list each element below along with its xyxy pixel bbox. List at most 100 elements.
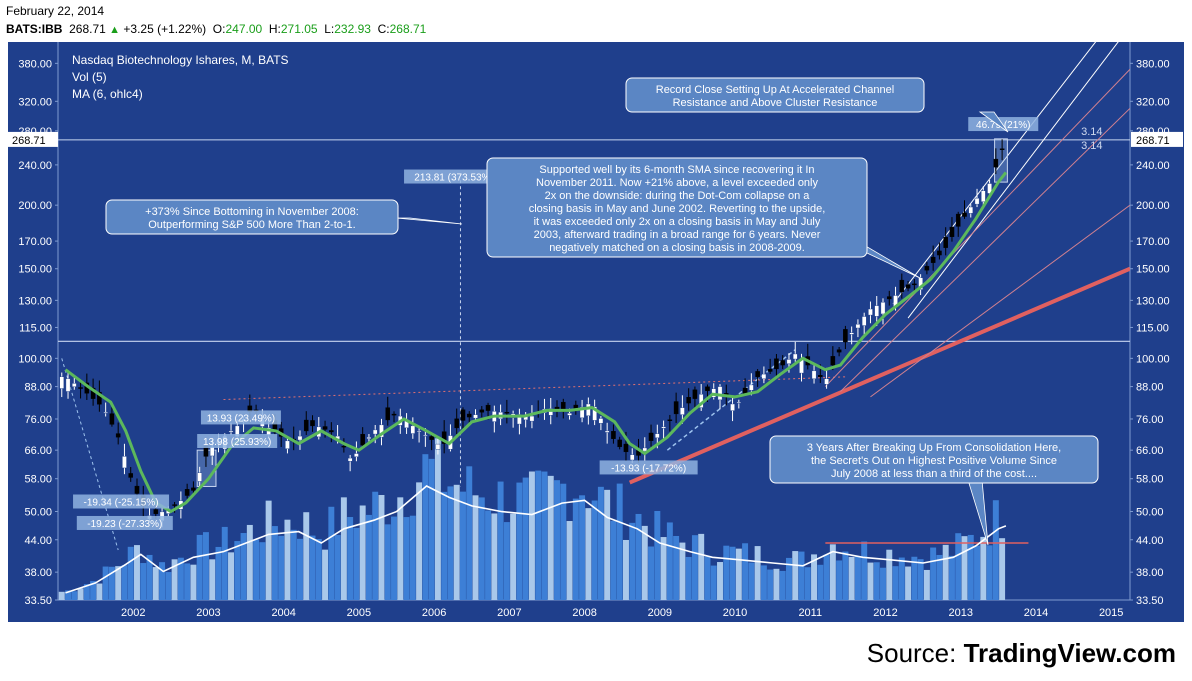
last-price-tag-left: [8, 131, 58, 147]
volume-bar: [760, 565, 767, 600]
volume-bar: [365, 514, 372, 600]
volume-bar: [804, 567, 811, 600]
y-tick-label-left: 240.00: [18, 160, 52, 172]
candle-down: [310, 420, 315, 427]
volume-bar: [190, 564, 197, 600]
x-tick-label: 2010: [723, 607, 747, 619]
volume-bar: [648, 546, 655, 600]
candle-up: [868, 308, 873, 316]
open-value: 247.00: [225, 22, 263, 36]
channel-upper-2: [907, 42, 1119, 319]
drawing-overlays: [58, 42, 1130, 551]
candle-up: [586, 403, 591, 416]
candle-down: [97, 391, 102, 405]
volume-bar: [585, 508, 592, 600]
measure-label: 13.93 (23.49%): [207, 413, 275, 424]
y-tick-label-right: 33.50: [1136, 595, 1164, 607]
volume-bar: [240, 533, 247, 600]
candle-up: [122, 456, 127, 469]
candle-down: [303, 419, 309, 432]
volume-bar: [340, 497, 347, 600]
candle-down: [391, 413, 397, 416]
candle-down: [479, 409, 485, 413]
y-tick-label-right: 100.00: [1136, 353, 1170, 365]
volume-bar: [535, 470, 542, 600]
volume-bar: [209, 559, 216, 600]
volume-bar: [271, 526, 278, 600]
volume-bar: [817, 564, 824, 600]
candle-down: [993, 158, 999, 168]
price-change: +3.25 (+1.22%): [123, 22, 207, 36]
y-tick-label-right: 66.00: [1136, 445, 1164, 457]
volume-bars: [58, 438, 1006, 600]
candle-down: [905, 284, 911, 289]
candle-down: [774, 358, 779, 370]
volume-bar: [246, 524, 253, 600]
candle-up: [604, 430, 610, 433]
volume-bar: [359, 505, 366, 600]
volume-bar: [221, 526, 228, 600]
x-tick-label: 2015: [1099, 607, 1123, 619]
candle-up: [786, 359, 792, 364]
volume-bar: [353, 527, 360, 600]
candle-up: [874, 305, 880, 317]
callout-text: 2003, afterward trading in a broad range…: [534, 229, 821, 241]
candle-down: [673, 401, 679, 415]
volume-bar: [811, 554, 818, 600]
candle-up: [861, 316, 867, 326]
candle-down: [385, 407, 391, 421]
volume-bar: [873, 562, 880, 600]
candle-up: [642, 447, 648, 452]
candle-down: [830, 356, 836, 366]
measure-label-bg: [404, 169, 505, 184]
callout-text: Supported well by its 6-month SMA since …: [539, 164, 814, 176]
high-label: H:: [268, 22, 281, 36]
volume-bar: [391, 516, 397, 600]
price-chart[interactable]: 33.50 33.50 38.00 38.00 44.00 44.00 50.00 50.00…: [0, 40, 1192, 630]
legend-ma: MA (6, ohlc4): [72, 87, 143, 101]
y-tick-label-right: 380.00: [1136, 58, 1170, 70]
x-tick-label: 2009: [648, 607, 672, 619]
volume-ma-line: [65, 485, 1007, 594]
volume-bar: [466, 466, 473, 600]
volume-bar: [717, 562, 723, 600]
low-value: 232.93: [334, 22, 371, 36]
candle-up: [855, 324, 861, 329]
channel-pink-2: [840, 107, 1130, 393]
volume-bar: [754, 546, 761, 600]
y-tick-label-left: 76.00: [24, 414, 52, 426]
y-tick-label-left: 50.00: [24, 507, 52, 519]
y-tick-label-right: 88.00: [1136, 382, 1164, 394]
volume-bar: [403, 517, 410, 600]
y-tick-label-left: 88.00: [24, 382, 52, 394]
candle-up: [717, 386, 723, 401]
y-tick-label-left: 280.00: [18, 126, 52, 138]
volume-bar: [710, 565, 717, 600]
open-label: O:: [212, 22, 226, 36]
candle-up: [347, 457, 353, 462]
volume-bar: [485, 510, 492, 600]
measure-label-bg: [200, 410, 281, 425]
volume-bar: [541, 471, 548, 600]
legend-title: Nasdaq Biotechnology Ishares, M, BATS: [72, 53, 289, 67]
volume-bar: [378, 494, 385, 600]
candle-down: [999, 148, 1005, 150]
x-tick-label: 2014: [1024, 607, 1048, 619]
volume-bar: [698, 533, 705, 600]
volume-bar: [547, 475, 554, 600]
volume-bar: [284, 519, 291, 600]
volume-bar: [798, 551, 805, 600]
candle-up: [792, 353, 798, 360]
volume-bar: [290, 529, 297, 600]
volume-bar: [127, 546, 134, 600]
x-tick-label: 2012: [873, 607, 897, 619]
x-tick-label: 2004: [271, 607, 295, 619]
volume-bar: [635, 513, 642, 600]
volume-bar: [315, 538, 322, 600]
volume-bar: [434, 438, 441, 600]
y-tick-label-left: 200.00: [18, 200, 52, 212]
candle-up: [567, 413, 572, 416]
candle-down: [949, 226, 955, 237]
ma-line: [64, 171, 1008, 514]
volume-bar: [202, 532, 209, 600]
